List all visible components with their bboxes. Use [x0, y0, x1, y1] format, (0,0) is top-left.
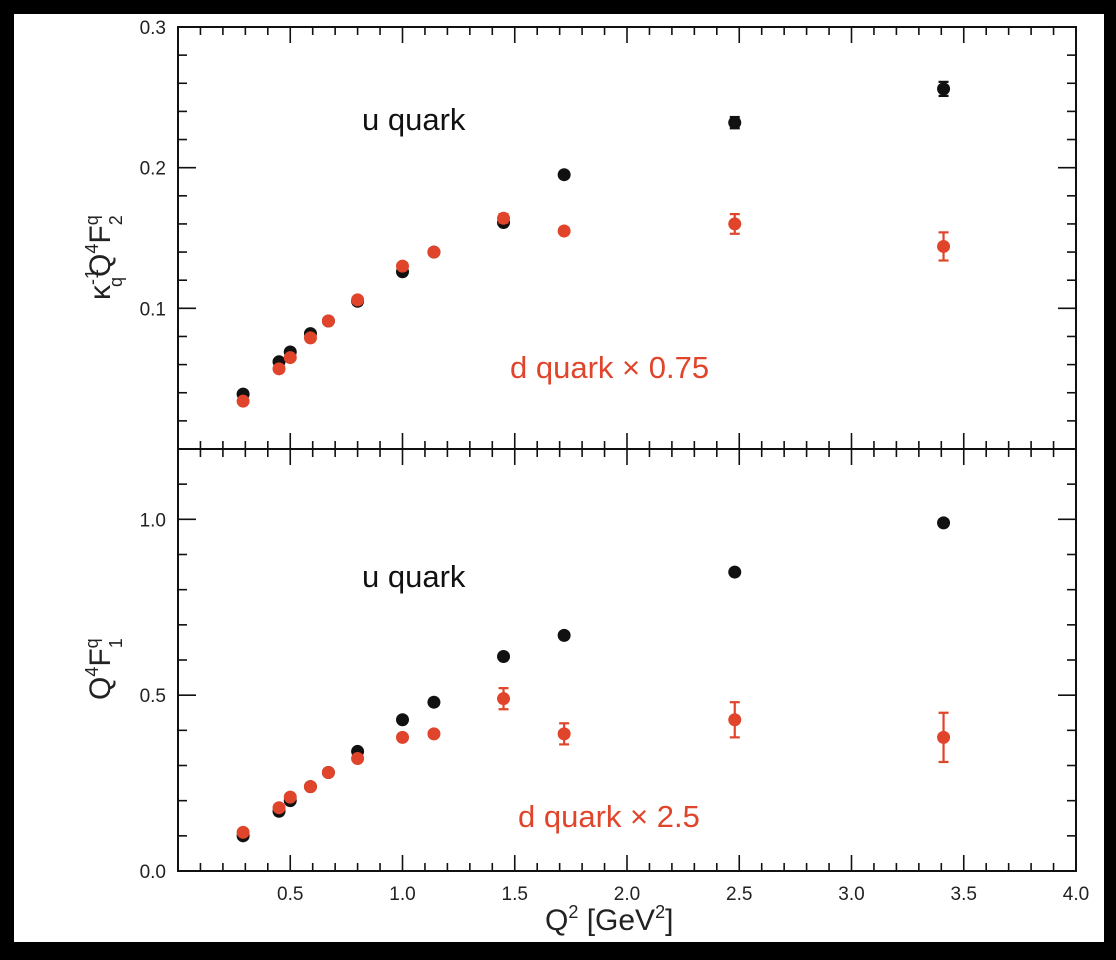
bottom-d-quark-point	[303, 780, 317, 794]
bottom-d-quark-point	[937, 711, 951, 764]
bottom-u-quark-point	[396, 713, 409, 727]
marker	[396, 259, 409, 273]
bottom-u-quark-point	[427, 695, 441, 709]
marker	[557, 168, 571, 182]
top-panel-ticks	[178, 27, 1076, 449]
top-d-quark-annotation: d quark × 0.75	[510, 350, 709, 385]
marker	[283, 790, 297, 804]
y-tick-label: 1.0	[140, 510, 166, 531]
bottom-d-quark-point	[272, 801, 286, 815]
top-d-quark-point	[497, 211, 511, 225]
marker	[728, 713, 742, 727]
marker	[937, 516, 951, 530]
figure-background	[14, 14, 1104, 942]
top-d-quark-point	[321, 314, 335, 328]
marker	[728, 116, 742, 130]
top-d-quark-point	[283, 351, 297, 365]
marker	[937, 239, 951, 253]
top-d-quark-point	[728, 212, 742, 235]
top-d-quark-point	[937, 231, 951, 262]
top-d-quark-point	[272, 362, 286, 376]
x-tick-label: 3.0	[838, 884, 864, 905]
marker	[427, 695, 441, 709]
top-d-quark-point	[427, 245, 441, 259]
bottom-u-quark-point	[937, 516, 951, 530]
bottom-u-quark-point	[497, 649, 511, 663]
bottom-u-quark-point	[728, 565, 742, 579]
bottom-panel-ticks	[178, 449, 1076, 871]
bottom-y-axis-label: Q4Fq 1	[82, 638, 126, 700]
top-panel-data-points	[236, 80, 951, 408]
marker	[557, 628, 571, 642]
marker	[321, 766, 335, 780]
x-tick-label: 0.5	[277, 884, 303, 905]
y-tick-label: 0.3	[140, 18, 166, 39]
x-axis-label: Q2 [GeV2]	[545, 902, 673, 937]
marker	[728, 565, 742, 579]
bottom-d-quark-point	[321, 766, 335, 780]
marker	[557, 224, 571, 238]
top-u-quark-annotation: u quark	[362, 102, 466, 137]
marker	[351, 293, 365, 307]
bottom-d-quark-point	[427, 727, 441, 741]
marker	[427, 727, 441, 741]
x-tick-label: 2.0	[614, 884, 640, 905]
top-y-axis-label: κ-1 qQ4Fq 2	[82, 215, 126, 300]
bottom-d-quark-point	[396, 730, 409, 744]
bottom-u-quark-point	[557, 628, 571, 642]
bottom-d-quark-point	[283, 790, 297, 804]
top-u-quark-point	[937, 80, 951, 98]
marker	[557, 727, 571, 741]
bottom-d-quark-annotation: d quark × 2.5	[518, 799, 700, 834]
marker	[497, 211, 511, 225]
top-d-quark-point	[557, 224, 571, 238]
top-u-quark-point	[728, 115, 742, 130]
bottom-d-quark-point	[497, 687, 511, 711]
bottom-d-quark-point	[557, 722, 571, 746]
top-u-quark-point	[557, 168, 571, 182]
top-d-quark-point	[351, 293, 365, 307]
x-tick-label: 1.5	[502, 884, 528, 905]
marker	[351, 751, 365, 765]
marker	[396, 713, 409, 727]
top-panel-tick-labels: 0.3 0.2 0.1	[140, 18, 166, 320]
x-tick-label: 1.0	[389, 884, 415, 905]
marker	[497, 649, 511, 663]
top-d-quark-point	[236, 394, 250, 408]
x-tick-label: 4.0	[1063, 884, 1089, 905]
bottom-u-quark-annotation: u quark	[362, 559, 466, 594]
marker	[272, 362, 286, 376]
y-tick-label: 0.1	[140, 299, 166, 320]
marker	[303, 780, 317, 794]
bottom-d-quark-point	[351, 751, 365, 765]
bottom-d-quark-point	[236, 825, 250, 839]
y-tick-label: 0.2	[140, 159, 166, 180]
marker	[728, 217, 742, 231]
y-tick-label: 0.5	[140, 686, 166, 707]
bottom-d-quark-point	[728, 701, 742, 739]
marker	[303, 331, 317, 345]
marker	[937, 730, 951, 744]
bottom-panel-data-points	[236, 516, 951, 843]
top-d-quark-point	[396, 259, 409, 273]
marker	[937, 82, 951, 96]
y-tick-label: 0.0	[140, 862, 166, 883]
marker	[427, 245, 441, 259]
top-d-quark-point	[303, 331, 317, 345]
marker	[321, 314, 335, 328]
marker	[396, 730, 409, 744]
bottom-panel-tick-labels: 1.0 0.5 0.0 0.5 1.0 1.5 2.0 2.5 3.0 3.5 4.0	[140, 510, 1090, 905]
x-tick-label: 2.5	[726, 884, 752, 905]
x-tick-label: 3.5	[951, 884, 977, 905]
marker	[497, 692, 511, 706]
marker	[236, 394, 250, 408]
marker	[236, 825, 250, 839]
marker	[283, 351, 297, 365]
marker	[272, 801, 286, 815]
